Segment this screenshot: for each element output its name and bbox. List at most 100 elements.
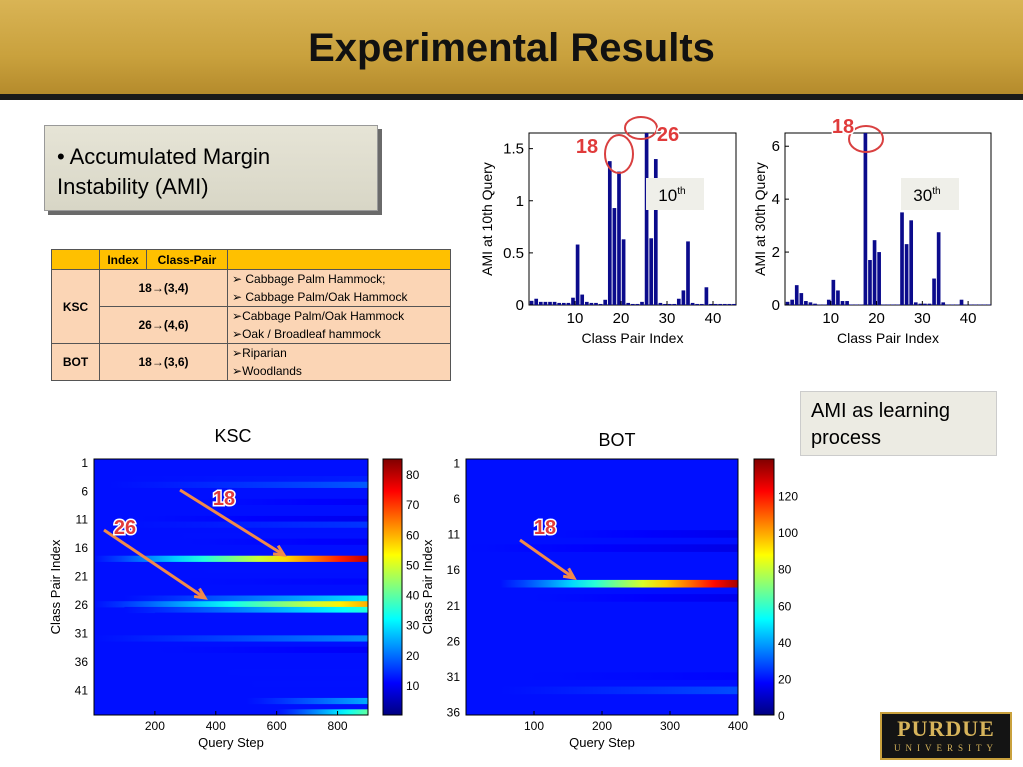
arrow-head (193, 587, 208, 600)
bar (978, 304, 982, 305)
bar (923, 303, 927, 305)
heatmap-row (124, 595, 368, 602)
x-tick-label: 400 (728, 719, 748, 733)
class-name: ➢Cabbage Palm/Oak Hammock (232, 309, 405, 323)
class-pair-table: Index Class-Pair KSC 18→(3,4) ➢ Cabbage … (51, 249, 451, 381)
y-tick-label: 0.5 (503, 245, 524, 262)
index-pair-cell: 18→(3,6) (99, 343, 228, 381)
bar (932, 278, 936, 305)
bar (713, 303, 718, 305)
bar (612, 208, 617, 305)
arrow-head (272, 544, 287, 557)
colorbar (382, 458, 403, 716)
bar (918, 303, 923, 305)
heatmap-row (246, 697, 368, 705)
class-name: ➢Woodlands (232, 364, 302, 378)
bar (718, 303, 723, 305)
colorbar-tick-label: 30 (406, 619, 420, 633)
colorbar-tick-label: 0 (778, 709, 785, 723)
plot-frame (93, 458, 369, 716)
y-tick-label: 1 (516, 193, 524, 210)
bar (626, 302, 631, 305)
class-name: ➢Oak / Broadleaf hammock (232, 327, 381, 341)
y-tick-label: 0 (772, 297, 780, 314)
bar (845, 301, 849, 305)
x-tick-label: 20 (613, 310, 630, 327)
bar (690, 302, 695, 305)
heatmap-row (139, 515, 368, 523)
class-names-cell: ➢ Cabbage Palm Hammock; ➢ Cabbage Palm/O… (227, 269, 451, 307)
y-tick-label: 6 (453, 492, 460, 506)
colorbar-tick-label: 80 (778, 563, 792, 577)
x-tick-label: 400 (206, 719, 226, 733)
heatmap-row (154, 646, 368, 653)
bar (964, 304, 968, 305)
dataset-cell: KSC (51, 269, 100, 344)
colorbar-tick-label: 100 (778, 526, 798, 540)
y-axis-label: AMI at 30th Query (752, 162, 768, 276)
heatmap-row (124, 532, 368, 540)
bar (945, 304, 950, 305)
annotation-label: 26 (114, 517, 136, 539)
bar (872, 240, 877, 305)
table-row: KSC 18→(3,4) ➢ Cabbage Palm Hammock; ➢ C… (51, 269, 451, 344)
bar (936, 232, 941, 305)
x-tick-label: 10 (822, 310, 839, 327)
bar (557, 302, 562, 305)
bar-chart-2: 10 20 30 40 0 2 4 6 Class Pair Index AMI at 30th … (752, 132, 992, 346)
heatmap-row (154, 567, 368, 574)
bullet: • (57, 144, 65, 169)
bar (895, 304, 900, 305)
bar (808, 302, 813, 305)
arrow-18 (179, 488, 287, 557)
x-axis-label: Class Pair Index (837, 330, 939, 346)
x-tick-label: 40 (960, 310, 977, 327)
bar (640, 301, 644, 305)
header-bar: Experimental Results (0, 0, 1023, 100)
arrow-shaft (179, 488, 285, 557)
chart-title: BOT (598, 430, 635, 450)
y-tick-label: 36 (75, 655, 89, 669)
bar (959, 299, 964, 305)
bar (676, 298, 681, 305)
bar (644, 133, 649, 305)
bar (941, 302, 946, 305)
bar (785, 301, 790, 305)
bar (529, 300, 534, 305)
bar (594, 302, 598, 305)
y-tick-label: 16 (447, 563, 461, 577)
highlight-ellipse (624, 116, 658, 140)
bar (927, 303, 932, 305)
bar (607, 161, 612, 305)
pair-index: 18 (138, 281, 152, 295)
colorbar-tick-label: 70 (406, 498, 420, 512)
x-tick-label: 600 (267, 719, 287, 733)
heatmap-row (185, 538, 368, 545)
bar (881, 304, 886, 305)
x-tick-label: 40 (705, 310, 722, 327)
x-tick-label: 800 (328, 719, 348, 733)
bar (732, 303, 736, 305)
annotation-label: 18 (832, 116, 854, 138)
bar (667, 303, 672, 305)
bar (575, 244, 580, 305)
bar (826, 299, 831, 305)
annotation-label: 26 (657, 124, 679, 146)
table-header-row: Index Class-Pair (51, 249, 451, 270)
x-tick-label: 300 (660, 719, 680, 733)
bar (900, 212, 904, 305)
colorbar-tick-label: 60 (778, 599, 792, 613)
bar (635, 303, 640, 305)
annotation-label: 18 (213, 488, 235, 510)
bar (686, 241, 690, 305)
class-names-cell: ➢Riparian ➢Woodlands (227, 343, 451, 381)
bar (854, 304, 859, 305)
x-axis-label: Query Step (198, 735, 264, 750)
dataset-cell: BOT (51, 343, 100, 381)
y-tick-label: 1.5 (503, 141, 524, 158)
heatmap-row (466, 544, 738, 552)
arrow-shaft (519, 538, 575, 580)
bar (904, 244, 909, 305)
